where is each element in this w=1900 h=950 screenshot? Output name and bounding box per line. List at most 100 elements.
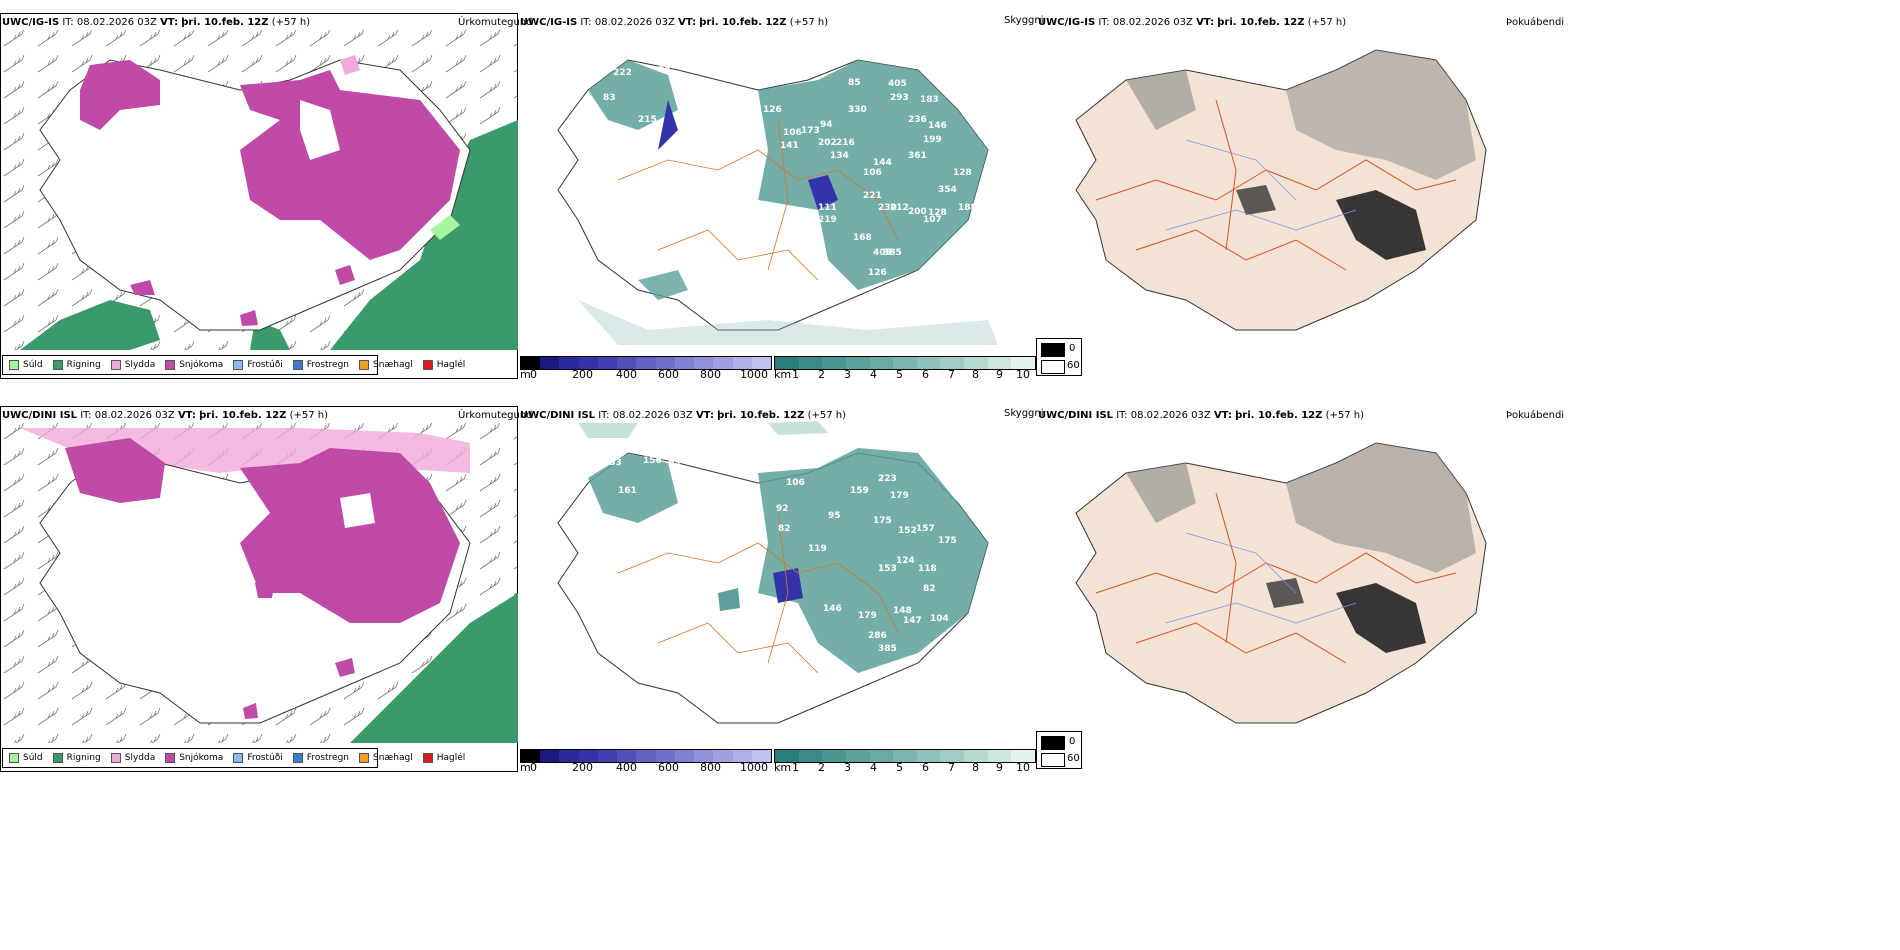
vt-value: þri. 10.feb. 12Z [1217,17,1305,28]
elevation-label: 95 [658,65,671,75]
elevation-label: 179 [890,491,909,501]
legend-swatch [292,360,303,370]
legend-label: Slydda [124,753,156,763]
legend-item: Slydda [110,753,156,763]
legend-swatch [233,753,244,763]
fog-legend-item [1041,736,1065,750]
fog-title-top: Þokuábendi [1506,17,1565,28]
elevation-label: 126 [868,268,887,278]
elevation-label: 188 [958,203,977,213]
elevation-label: 361 [908,151,927,161]
elevation-label: 168 [853,233,872,243]
vt-value: þri. 10.feb. 12Z [181,17,269,28]
fog-header-top: UWC/IG-IS IT: 08.02.2026 03Z VT: þri. 10… [1038,17,1346,29]
elevation-label: 118 [918,564,937,574]
elevation-label: 173 [801,126,820,136]
legend-label: Súld [23,753,43,763]
elevation-label: 153 [878,564,897,574]
elevation-label: 175 [873,516,892,526]
legend-swatch [52,360,63,370]
elevation-label: 141 [780,141,799,151]
fog-legend-label: 0 [1069,736,1076,747]
elevation-label: 104 [930,614,949,624]
elevation-label: 215 [638,115,657,125]
legend-swatch [110,360,121,370]
elevation-label: 126 [763,105,782,115]
elev-tick: 800 [700,368,721,381]
legend-label: Rigning [66,753,101,763]
elevation-label: 95 [828,511,841,521]
lead-time: (+57 h) [289,410,329,421]
elevation-label: 148 [893,606,912,616]
elevation-label: 94 [820,120,833,130]
model-name: UWC/IG-IS [520,17,578,28]
it-value: 08.02.2026 03Z [594,17,675,28]
it-label: IT: [598,410,610,421]
vt-label: VT: [1196,17,1215,28]
elev-tick: 800 [700,761,721,774]
fog-map-bottom [1075,442,1487,724]
elev-tick: 400 [616,368,637,381]
model-name: UWC/DINI ISL [1038,410,1114,421]
legend-item: Snæhagl [359,753,413,763]
vis-tick: 2 [818,761,825,774]
it-label: IT: [62,17,74,28]
vt-value: þri. 10.feb. 12Z [199,410,287,421]
precip-title-bottom: Úrkomutegund [458,410,533,421]
elevation-label: 405 [888,79,907,89]
vis-tick: 9 [996,368,1003,381]
legend-label: Frostúði [247,360,283,370]
elev-tick: 200 [572,368,593,381]
precip-map-top [1,30,518,350]
vis-unit: km [774,761,792,774]
lead-time: (+57 h) [1307,17,1347,28]
elev-tick: 400 [616,761,637,774]
vis-title-top: Skyggni [1004,15,1044,26]
elevation-label: 128 [928,208,947,218]
legend-swatch [165,753,176,763]
elev-tick: 1000 [740,368,768,381]
elevation-label: 106 [786,478,805,488]
legend-item: Rigning [52,360,101,370]
vis-panel-bottom: UWC/DINI ISL IT: 08.02.2026 03Z VT: þri.… [518,393,1044,774]
legend-item: Frostregn [292,360,349,370]
elevation-label: 106 [863,168,882,178]
elevation-label: 82 [778,524,791,534]
vis-colorbar-bottom [774,749,1036,763]
elevation-label: 83 [993,596,1006,606]
elevation-label: 222 [613,68,632,78]
vt-label: VT: [160,17,179,28]
legend-label: Snjókoma [179,360,224,370]
lead-time: (+57 h) [271,17,311,28]
vis-tick: 2 [818,368,825,381]
vt-value: þri. 10.feb. 12Z [1235,410,1323,421]
it-value: 08.02.2026 03Z [612,410,693,421]
vis-colorbar-top [774,356,1036,370]
elevation-label: 106 [783,128,802,138]
elev-colorbar-bottom [520,749,772,763]
vis-tick: 10 [1016,761,1030,774]
vt-label: VT: [1213,410,1232,421]
legend-label: Slydda [124,360,156,370]
legend-swatch [292,753,303,763]
elevation-label: 212 [890,203,909,213]
elevation-label: 83 [603,93,616,103]
legend-swatch [9,753,19,763]
elevation-label: 286 [868,631,887,641]
elevation-label: 219 [818,215,837,225]
elevation-label: 199 [923,135,942,145]
elevation-label: 156 [643,456,662,466]
legend-swatch [52,753,63,763]
precip-header-bottom: UWC/DINI ISL IT: 08.02.2026 03Z VT: þri.… [2,410,328,422]
elevation-label: 92 [776,504,789,514]
elevation-label: 221 [863,191,882,201]
model-name: UWC/IG-IS [1038,17,1096,28]
elevation-label: 354 [938,185,957,195]
elevation-label: 161 [618,486,637,496]
legend-label: Haglél [436,753,466,763]
legend-label: Haglél [436,360,466,370]
fog-header-bottom: UWC/DINI ISL IT: 08.02.2026 03Z VT: þri.… [1038,410,1364,422]
legend-swatch [110,753,121,763]
elevation-label: 330 [848,105,867,115]
